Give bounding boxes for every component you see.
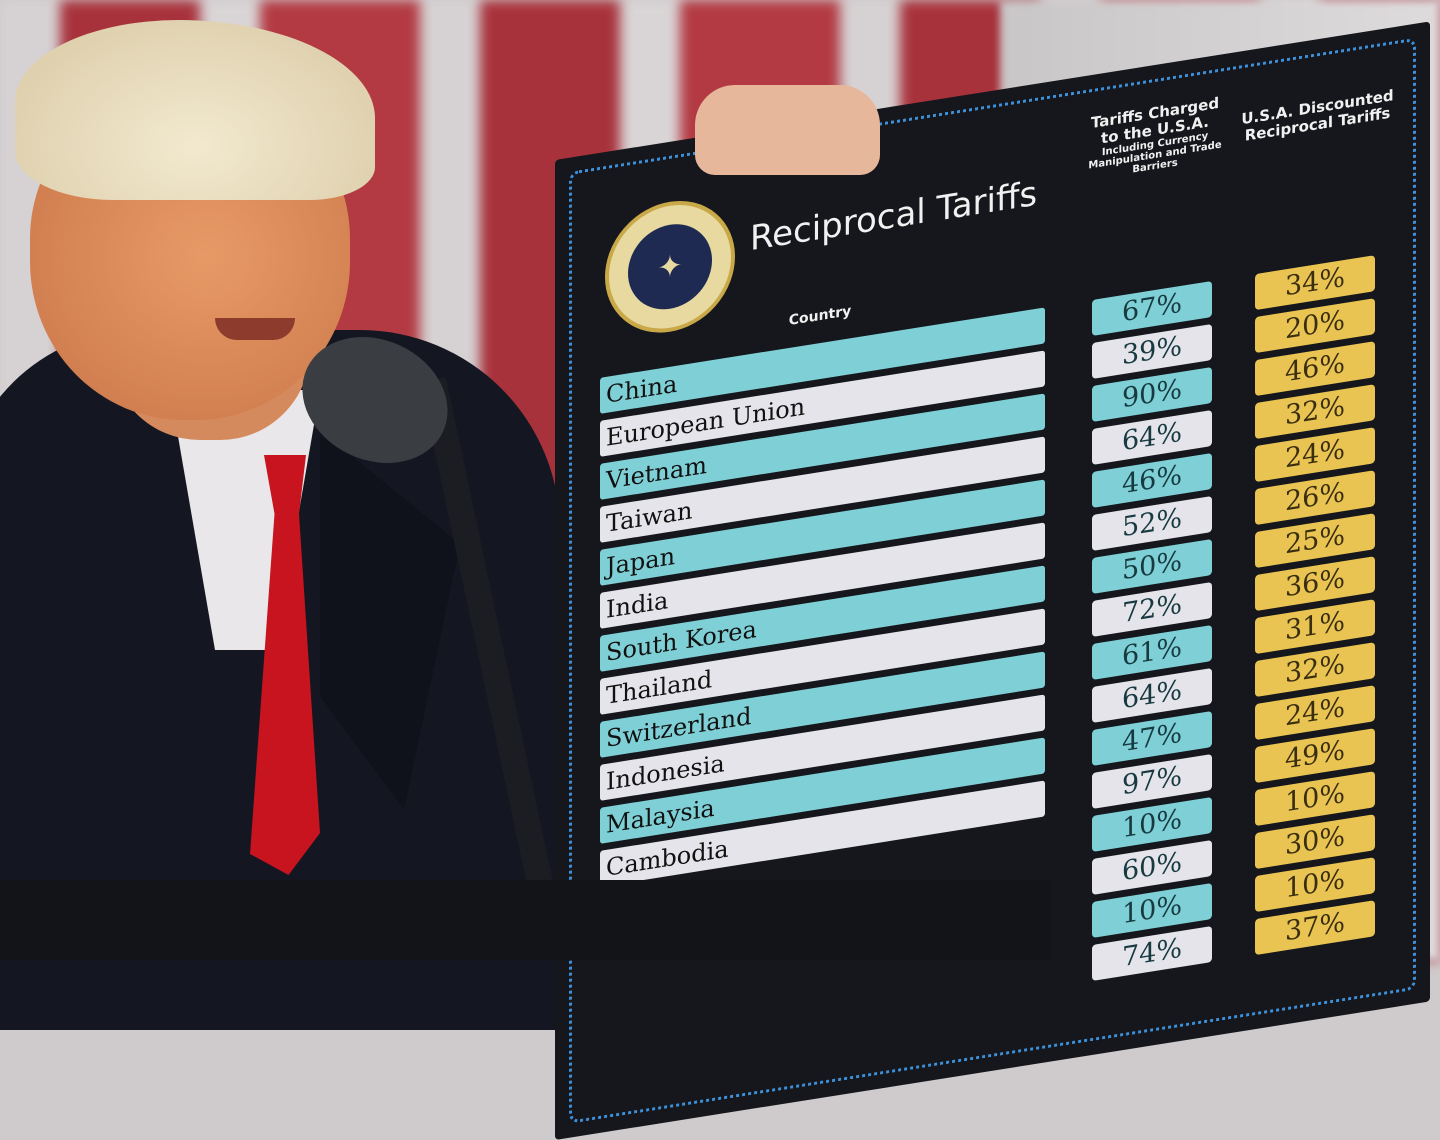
podium [0,880,1050,960]
tariff-board: ✦ Reciprocal Tariffs Tariffs Charged to … [555,21,1430,1140]
country-header: Country [788,303,852,329]
eagle-icon: ✦ [628,218,712,316]
seal-text [609,198,731,217]
hand [695,85,880,175]
presidential-seal: ✦ [605,191,735,343]
board-title: Reciprocal Tariffs [750,173,1038,260]
mouth [215,318,295,340]
hair [15,20,375,200]
charged-header: Tariffs Charged to the U.S.A. Including … [1080,93,1230,184]
discount-header: U.S.A. Discounted Reciprocal Tariffs [1241,86,1394,145]
